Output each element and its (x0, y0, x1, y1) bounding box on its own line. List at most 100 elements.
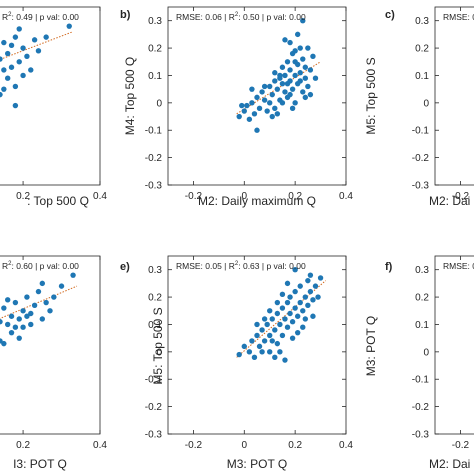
y-tick-label: -0.3 (412, 430, 430, 441)
data-point (261, 97, 268, 103)
x-tick-label: 0.2 (288, 440, 302, 451)
data-point (272, 78, 278, 84)
x-tick-label: 0.4 (93, 191, 107, 202)
x-tick-label: -0.2 (185, 191, 203, 202)
data-point (261, 338, 268, 344)
superscript-2: 2 (235, 261, 239, 267)
data-point (274, 86, 281, 92)
y-tick-label: 0 (156, 347, 162, 358)
x-tick-label: 0.2 (288, 191, 302, 202)
plot-area (0, 23, 74, 109)
data-point (239, 102, 245, 109)
data-point (279, 80, 286, 87)
y-tick-label: 0.1 (148, 71, 162, 82)
data-point (31, 37, 38, 43)
data-point (279, 291, 286, 298)
data-point (272, 354, 278, 361)
data-point (8, 313, 15, 319)
data-point (24, 313, 30, 319)
x-tick-label: -0.2 (452, 440, 470, 451)
data-point (20, 324, 26, 330)
data-point (249, 86, 255, 92)
data-point (4, 297, 11, 303)
data-point (307, 91, 314, 98)
data-point (254, 94, 260, 101)
annotation-text: : 0.50 | p val: 0.00 (238, 12, 306, 22)
data-point (259, 327, 265, 333)
data-point (282, 89, 288, 95)
y-tick-label: 0.2 (148, 293, 162, 304)
axes-box (0, 6, 101, 186)
data-point (284, 59, 291, 65)
data-point (300, 308, 306, 314)
y-tick-label: 0.2 (415, 293, 429, 304)
y-axis-label: M5: Top 500 S (151, 307, 165, 384)
data-point (20, 308, 26, 314)
x-tick-label: 0.2 (16, 191, 30, 202)
x-tick-label: 0 (242, 191, 248, 202)
data-point (305, 45, 311, 51)
data-point (284, 324, 291, 330)
data-point (254, 321, 260, 328)
data-point (282, 357, 288, 363)
data-point (274, 310, 281, 317)
y-tick-label: -0.1 (412, 126, 430, 137)
data-point (272, 70, 278, 76)
stats-annotation: R2: 0.49 | p val: 0.00 (2, 12, 79, 22)
panel-f: -0.2 -0.3 -0.2 -0.1 0 0.1 0.2 0.3 RMSE: 0.03 | R… (364, 255, 474, 471)
y-tick-label: 0.1 (415, 71, 429, 82)
data-point (254, 127, 260, 133)
x-axis-label: I3: POT Q (13, 457, 67, 471)
data-point (24, 53, 30, 59)
stats-annotation: RMSE: 0.03 | R (443, 261, 474, 271)
data-point (66, 23, 72, 29)
data-point (277, 321, 283, 328)
data-point (307, 272, 314, 278)
superscript-2: 2 (8, 261, 12, 267)
data-point (264, 321, 270, 328)
data-point (279, 100, 286, 106)
data-point (279, 332, 286, 339)
plot-area (0, 272, 78, 347)
data-point (261, 316, 268, 322)
y-tick-label: -0.3 (145, 430, 163, 441)
data-point (277, 349, 283, 355)
data-point (300, 17, 306, 24)
data-point (292, 288, 298, 295)
x-axis-label: M2: Dai (429, 194, 470, 208)
data-point (277, 75, 283, 81)
data-point (279, 64, 286, 70)
data-point (279, 305, 286, 311)
y-tick-label: 0.1 (415, 320, 429, 331)
data-point (251, 354, 258, 361)
data-point (43, 34, 49, 40)
x-axis-label: : Top 500 Q (27, 194, 89, 208)
data-point (292, 100, 298, 106)
y-tick-label: -0.2 (412, 402, 430, 413)
data-point (4, 321, 11, 328)
axes-box (0, 255, 101, 435)
annotation-text: RMSE: 0.06 | R (176, 12, 235, 22)
data-point (58, 283, 65, 289)
data-point (8, 42, 15, 49)
x-tick-label: 0.4 (339, 440, 353, 451)
y-tick-label: 0.3 (415, 265, 429, 276)
data-point (292, 59, 298, 65)
data-point (267, 100, 273, 106)
data-point (20, 72, 26, 79)
y-tick-label: 0 (156, 98, 162, 109)
panel-label: c) (385, 9, 395, 21)
data-point (269, 91, 275, 98)
data-point (39, 316, 46, 322)
data-point (269, 113, 275, 120)
data-point (267, 332, 273, 339)
data-point (244, 102, 250, 109)
stats-annotation: RMSE: 0.06 | R2: 0 (443, 12, 474, 22)
y-tick-label: 0.3 (415, 16, 429, 27)
data-point (282, 72, 288, 79)
panel-a: 00.20.4R2: 0.49 | p val: 0.00: Top 500 Q (0, 6, 107, 208)
data-point (307, 67, 314, 73)
data-point (12, 299, 19, 306)
data-point (249, 338, 255, 344)
y-tick-label: -0.1 (145, 126, 163, 137)
